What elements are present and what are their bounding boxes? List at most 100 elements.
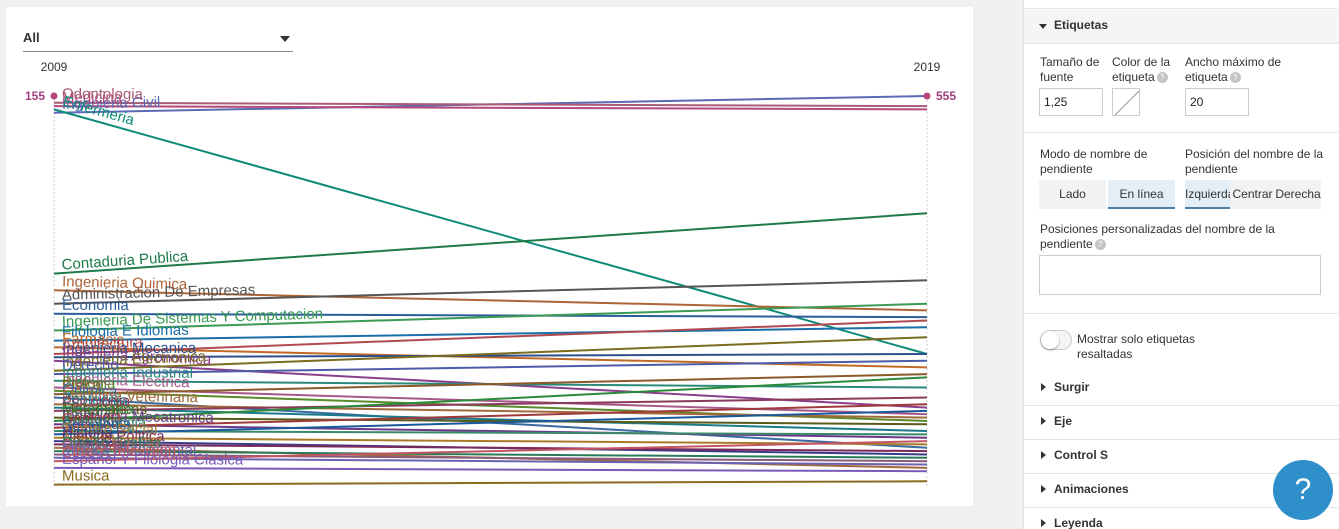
section-etiquetas-label: Etiquetas bbox=[1054, 18, 1109, 32]
label-color-text: Color de la etiqueta bbox=[1112, 55, 1171, 84]
mode-label: Modo de nombre de pendiente bbox=[1040, 147, 1148, 176]
pos-right-button[interactable]: Derecha bbox=[1275, 180, 1321, 209]
slope-name-label: Odontologia bbox=[62, 86, 144, 103]
section-eje[interactable]: Eje bbox=[1024, 406, 1339, 440]
slope-line bbox=[53, 403, 928, 429]
slope-line bbox=[53, 423, 928, 439]
slope-name-label: Arquitectura bbox=[62, 334, 144, 354]
section-control-label: Control S bbox=[1054, 448, 1108, 462]
end-value-label: 555 bbox=[936, 89, 956, 103]
slope-line bbox=[53, 359, 928, 376]
mode-side-button[interactable]: Lado bbox=[1039, 180, 1106, 209]
slope-name-label: Ingenieria Mecatronica bbox=[62, 407, 215, 426]
highlight-only-label: Mostrar solo etiquetas resaltadas bbox=[1077, 332, 1196, 361]
panel-top-divider bbox=[1024, 8, 1339, 9]
slope-line bbox=[53, 480, 928, 486]
end-point-dot bbox=[923, 92, 931, 100]
x-label-end: 2019 bbox=[914, 60, 941, 74]
help-icon[interactable]: ? bbox=[1229, 72, 1241, 84]
slope-line bbox=[53, 336, 928, 372]
slope-name-label: Sociologia bbox=[62, 416, 132, 435]
custom-positions-textarea[interactable] bbox=[1039, 255, 1321, 295]
slope-name-label: Zootecnia bbox=[62, 391, 129, 410]
slope-name-label: Psicologia bbox=[62, 393, 131, 411]
slope-line bbox=[53, 353, 928, 359]
slope-chart: Ingenieria CivilMedicinaOdontologiaEnfer… bbox=[25, 60, 956, 488]
slope-lines bbox=[53, 95, 928, 486]
slope-line bbox=[53, 376, 928, 422]
slope-line bbox=[53, 326, 928, 342]
slope-name-label: Ingenieria Electronica bbox=[62, 348, 207, 371]
custom-positions-text: Posiciones personalizadas del nombre de … bbox=[1040, 222, 1275, 251]
panel-divider bbox=[1024, 132, 1339, 133]
position-label: Posición del nombre de la pendiente bbox=[1185, 147, 1324, 176]
label-color-swatch[interactable] bbox=[1112, 88, 1140, 116]
slope-line bbox=[53, 409, 928, 436]
slope-name-label: Diseño Grafico bbox=[62, 434, 161, 452]
slope-name-label: Artes Plasticas bbox=[62, 431, 162, 450]
section-surgir[interactable]: Surgir bbox=[1024, 372, 1339, 406]
slope-line bbox=[53, 440, 928, 463]
font-size-label: Tamaño de fuente bbox=[1040, 55, 1100, 84]
section-leyenda[interactable]: Leyenda bbox=[1024, 508, 1339, 529]
chevron-right-icon bbox=[1041, 519, 1046, 527]
slope-name-label: Ingenieria Civil bbox=[62, 94, 161, 113]
custom-positions-label: Posiciones personalizadas del nombre de … bbox=[1040, 222, 1325, 252]
chevron-right-icon bbox=[1041, 485, 1046, 493]
slope-line bbox=[53, 436, 928, 446]
slope-line bbox=[53, 279, 928, 305]
slope-line bbox=[53, 456, 928, 466]
slope-name-label: Antropologia bbox=[62, 414, 147, 431]
help-button[interactable]: ? bbox=[1273, 460, 1333, 520]
max-width-label: Ancho máximo de etiqueta? bbox=[1185, 55, 1315, 85]
slope-line bbox=[53, 443, 928, 453]
font-size-input[interactable]: 1,25 bbox=[1039, 88, 1103, 116]
slope-line bbox=[53, 386, 928, 416]
slope-line bbox=[53, 346, 928, 369]
label-color-label: Color de la etiqueta? bbox=[1112, 55, 1178, 85]
chevron-down-icon bbox=[280, 36, 290, 42]
section-surgir-label: Surgir bbox=[1054, 380, 1090, 394]
section-etiquetas[interactable]: Etiquetas bbox=[1024, 10, 1339, 44]
slope-labels: Ingenieria CivilMedicinaOdontologiaEnfer… bbox=[61, 86, 323, 485]
slope-line bbox=[53, 319, 928, 355]
help-icon[interactable]: ? bbox=[1094, 239, 1106, 251]
section-animaciones[interactable]: Animaciones bbox=[1024, 474, 1339, 508]
chevron-right-icon bbox=[1041, 451, 1046, 459]
slope-name-label: Trabajo Social bbox=[62, 421, 157, 439]
chevron-right-icon bbox=[1041, 383, 1046, 391]
slope-line bbox=[53, 101, 928, 108]
slope-name-label: Ciencia Politica bbox=[62, 427, 165, 445]
slope-line bbox=[53, 406, 928, 432]
pos-left-button[interactable]: Izquierda bbox=[1185, 180, 1234, 209]
slope-line bbox=[53, 453, 928, 463]
pos-center-button[interactable]: Centrar bbox=[1230, 180, 1275, 209]
section-control-s[interactable]: Control S bbox=[1024, 440, 1339, 474]
settings-panel: Etiquetas Tamaño de fuente 1,25 Color de… bbox=[1023, 0, 1339, 529]
slope-name-label: Ingenieria Quimica bbox=[62, 273, 188, 293]
max-width-text: Ancho máximo de etiqueta bbox=[1185, 55, 1282, 84]
slope-line bbox=[53, 289, 928, 312]
start-value-label: 155 bbox=[25, 89, 45, 103]
filter-dropdown[interactable]: All bbox=[23, 26, 293, 52]
chevron-down-icon bbox=[1039, 24, 1047, 29]
help-icon[interactable]: ? bbox=[1156, 72, 1168, 84]
slope-line bbox=[53, 302, 928, 332]
chart-grid bbox=[53, 96, 928, 488]
slope-name-label: Economia bbox=[62, 297, 129, 314]
panel-divider bbox=[1024, 313, 1339, 314]
slope-line bbox=[53, 396, 928, 412]
slope-line bbox=[53, 105, 928, 111]
slope-name-label: Contaduria Publica bbox=[61, 248, 189, 274]
mode-inline-button[interactable]: En línea bbox=[1108, 180, 1175, 209]
slope-name-label: Español Y Filologia Clasica bbox=[62, 451, 244, 469]
max-width-input[interactable]: 20 bbox=[1185, 88, 1249, 116]
slope-name-label: Quimica bbox=[62, 381, 119, 401]
slope-name-label: Biologia bbox=[62, 374, 117, 393]
filter-value: All bbox=[23, 30, 40, 45]
highlight-only-toggle[interactable] bbox=[1040, 330, 1072, 350]
slope-name-label: Ingenieria Electrica bbox=[62, 371, 191, 392]
slope-name-label: Medicina bbox=[62, 89, 123, 106]
slope-name-label: Administracion De Empresas bbox=[62, 282, 256, 304]
slope-name-label: Musica Instrumental bbox=[62, 441, 196, 459]
